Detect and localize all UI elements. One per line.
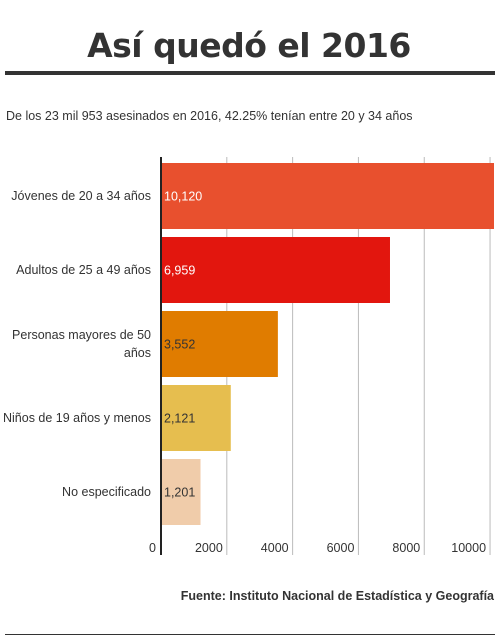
category-label: Niños de 19 años y menos — [2, 411, 151, 425]
category-label: No especificado — [62, 485, 151, 499]
category-label: Jóvenes de 20 a 34 años — [11, 189, 151, 203]
category-label: Adultos de 25 a 49 años — [16, 263, 151, 277]
bar — [161, 385, 231, 451]
bar — [161, 459, 201, 525]
chart-subtitle: De los 23 mil 953 asesinados en 2016, 42… — [6, 109, 413, 123]
x-tick-label: 10000 — [451, 541, 486, 555]
bar-value-label: 10,120 — [164, 190, 202, 204]
bar-value-label: 2,121 — [164, 412, 195, 426]
x-tick-label: 8000 — [392, 541, 420, 555]
bar — [161, 311, 278, 377]
bar — [161, 163, 494, 229]
x-tick-label: 4000 — [261, 541, 289, 555]
axis: 0 2000 4000 6000 8000 10000 — [149, 157, 486, 555]
x-tick-label: 0 — [149, 541, 156, 555]
x-tick-label: 2000 — [195, 541, 223, 555]
title-divider — [5, 71, 495, 75]
bar-value-label: 1,201 — [164, 486, 195, 500]
bar-value-label: 6,959 — [164, 264, 195, 278]
chart-title: Así quedó el 2016 — [87, 26, 411, 65]
source-note: Fuente: Instituto Nacional de Estadístic… — [180, 589, 494, 603]
bar — [161, 237, 390, 303]
bars: 10,120 6,959 3,552 2,121 1,201 — [161, 163, 494, 525]
bottom-divider — [5, 634, 495, 635]
x-tick-label: 6000 — [327, 541, 355, 555]
category-label: Personas mayores de 50 años — [12, 328, 151, 360]
bar-value-label: 3,552 — [164, 338, 195, 352]
